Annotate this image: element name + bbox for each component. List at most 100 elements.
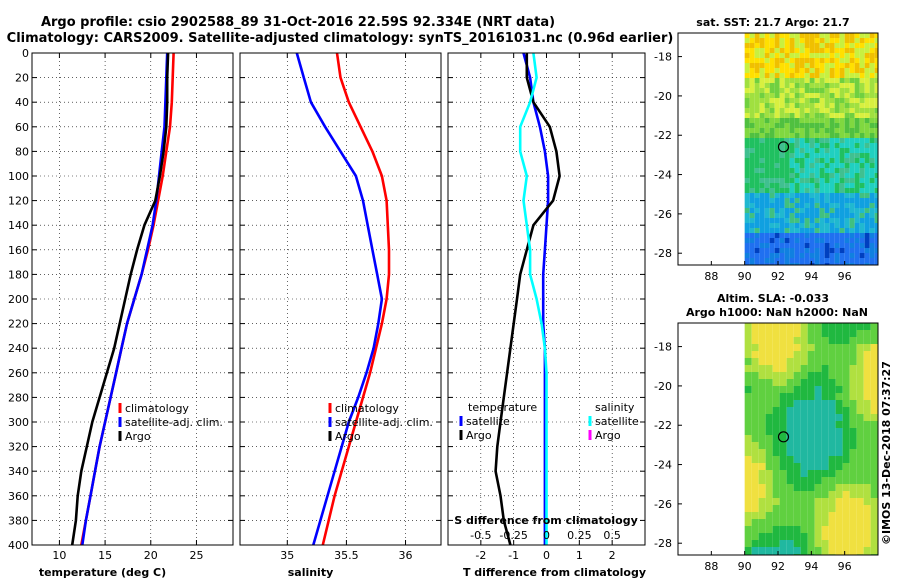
- map-cell: [744, 98, 750, 103]
- map-cell: [824, 108, 830, 113]
- map-cell: [809, 168, 815, 173]
- map-cell: [844, 103, 850, 108]
- map-cell: [759, 38, 765, 43]
- map-cell: [784, 158, 790, 163]
- map-cell: [814, 449, 822, 456]
- map-cell: [814, 498, 822, 505]
- plot-frame: [447, 52, 646, 546]
- map-cell: [758, 547, 766, 554]
- map-cell: [856, 533, 864, 540]
- map-cell: [854, 98, 860, 103]
- map-cell: [824, 103, 830, 108]
- map-cell: [809, 183, 815, 188]
- y-tick-label: 300: [8, 416, 29, 429]
- map-cell: [849, 248, 855, 253]
- map-cell: [854, 258, 860, 263]
- map-cell: [814, 188, 820, 193]
- map-cell: [829, 178, 835, 183]
- map-cell: [749, 233, 755, 238]
- map-cell: [794, 88, 800, 93]
- map-cell: [774, 33, 780, 38]
- map-cell: [786, 428, 794, 435]
- map-cell: [834, 203, 840, 208]
- map-cell: [869, 203, 875, 208]
- map-cell: [779, 414, 787, 421]
- map-cell: [814, 233, 820, 238]
- map-cell: [844, 128, 850, 133]
- map-cell: [789, 168, 795, 173]
- map-cell: [799, 193, 805, 198]
- map-cell: [856, 484, 864, 491]
- map-cell: [849, 365, 857, 372]
- map-cell: [849, 253, 855, 258]
- map-cell: [774, 183, 780, 188]
- map-cell: [799, 233, 805, 238]
- map-cell: [765, 484, 773, 491]
- map-cell: [874, 138, 878, 143]
- map-cell: [779, 43, 785, 48]
- map-cell: [814, 98, 820, 103]
- map-cell: [764, 123, 770, 128]
- map-cell: [789, 248, 795, 253]
- map-cell: [774, 103, 780, 108]
- map-cell: [759, 93, 765, 98]
- map-cell: [758, 400, 766, 407]
- map-cell: [754, 48, 760, 53]
- map-cell: [834, 168, 840, 173]
- map-cell: [754, 163, 760, 168]
- map-cell: [744, 218, 750, 223]
- map-cell: [854, 103, 860, 108]
- map-cell: [774, 138, 780, 143]
- y-tick-label: 280: [8, 391, 29, 404]
- map-cell: [793, 421, 801, 428]
- map-cell: [819, 203, 825, 208]
- map-cell: [814, 123, 820, 128]
- map-cell: [793, 435, 801, 442]
- map-cell: [819, 253, 825, 258]
- map-cell: [824, 68, 830, 73]
- map-cell: [751, 484, 759, 491]
- map-cell: [764, 263, 770, 265]
- map-cell: [874, 58, 878, 63]
- map-cell: [751, 400, 759, 407]
- map-cell: [759, 143, 765, 148]
- map-cell: [854, 83, 860, 88]
- map-cell: [824, 183, 830, 188]
- map-cell: [856, 449, 864, 456]
- map-cell: [809, 98, 815, 103]
- map-cell: [751, 421, 759, 428]
- map-cell: [814, 491, 822, 498]
- map-cell: [839, 38, 845, 43]
- map-cell: [744, 456, 752, 463]
- map-cell: [814, 133, 820, 138]
- map-cell: [804, 223, 810, 228]
- map-cell: [784, 128, 790, 133]
- map-cell: [842, 526, 850, 533]
- map-cell: [751, 323, 759, 330]
- map-cell: [749, 113, 755, 118]
- map-cell: [849, 98, 855, 103]
- map-cell: [834, 153, 840, 158]
- map-cell: [859, 198, 865, 203]
- map-cell: [821, 372, 829, 379]
- map-cell: [754, 113, 760, 118]
- map-cell: [864, 253, 870, 258]
- map-cell: [859, 113, 865, 118]
- map-cell: [800, 442, 808, 449]
- map-cell: [744, 533, 752, 540]
- map-cell: [765, 547, 773, 554]
- difference-panel: -2 -1 0 1 2T difference from climatologytemp…: [447, 52, 646, 579]
- map-cell: [769, 233, 775, 238]
- map-cell: [844, 158, 850, 163]
- map-cell: [749, 143, 755, 148]
- map-cell: [793, 372, 801, 379]
- map-cell: [874, 263, 878, 265]
- map-cell: [789, 243, 795, 248]
- series-line-argo: [494, 53, 561, 546]
- map-cell: [859, 153, 865, 158]
- map-cell: [814, 58, 820, 63]
- map-cell: [772, 323, 780, 330]
- map-cell: [854, 78, 860, 83]
- map-cell: [849, 163, 855, 168]
- map-cell: [864, 128, 870, 133]
